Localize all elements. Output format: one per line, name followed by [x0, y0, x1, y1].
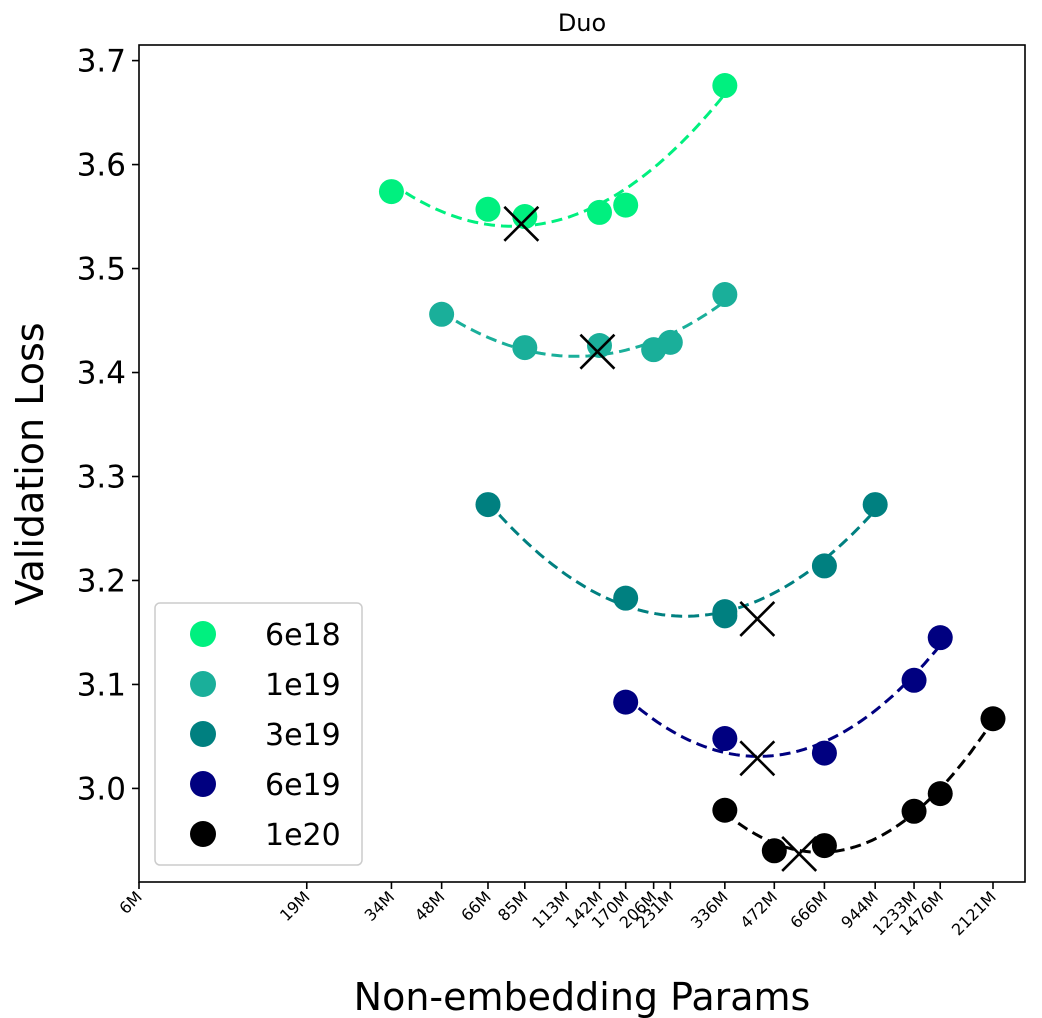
data-point-3e19 [811, 553, 837, 579]
legend-marker-6e18 [190, 621, 216, 647]
fit-curve-1e20 [723, 719, 995, 854]
data-point-6e18 [475, 196, 501, 222]
data-point-1e20 [927, 781, 953, 807]
legend-marker-6e19 [190, 771, 216, 797]
data-point-1e19 [512, 335, 538, 361]
data-point-3e19 [613, 585, 639, 611]
data-point-6e18 [512, 204, 538, 230]
data-point-6e19 [712, 726, 738, 752]
data-point-1e20 [901, 798, 927, 824]
legend: 6e18 1e19 3e19 6e19 1e20 [154, 602, 363, 866]
y-tick-label: 3.3 [77, 459, 126, 495]
optimum-marker-3e19 [739, 601, 776, 637]
data-point-3e19 [712, 599, 738, 625]
optimum-marker-1e19 [579, 333, 616, 370]
data-point-1e20 [811, 833, 837, 859]
x-tick-label: 48M [411, 887, 449, 925]
optimum-marker-6e19 [739, 740, 776, 777]
data-point-6e18 [586, 199, 612, 225]
data-point-1e19 [429, 301, 455, 327]
x-tick-label: 85M [494, 887, 532, 925]
x-tick-label: 19M [276, 887, 314, 925]
x-tick-label: 6M [115, 887, 145, 917]
y-tick-label: 3.7 [77, 44, 126, 80]
x-axis-label: Non-embedding Params [354, 975, 811, 1018]
data-point-1e19 [657, 329, 683, 355]
x-tick-label: 2121M [948, 887, 1000, 939]
fit-curve-1e19 [440, 300, 726, 358]
optimum-marker-6e18 [503, 205, 540, 242]
fit-curve-6e18 [390, 93, 726, 228]
optimum-marker-1e20 [781, 836, 818, 872]
chart-title: Duo [558, 9, 606, 37]
legend-label-6e19: 6e19 [265, 768, 341, 803]
legend-marker-1e20 [190, 821, 216, 847]
data-point-6e19 [927, 625, 953, 651]
data-point-1e19 [586, 332, 612, 358]
legend-label-1e19: 1e19 [265, 668, 341, 703]
y-tick-label: 3.2 [77, 563, 126, 599]
x-tick-label: 66M [457, 887, 495, 925]
legend-frame [154, 602, 363, 866]
y-tick-label: 3.4 [77, 356, 126, 392]
data-point-6e19 [901, 667, 927, 693]
data-point-6e18 [378, 179, 404, 205]
data-points [378, 73, 1006, 864]
y-tick-label: 3.1 [77, 667, 126, 703]
y-tick-label: 3.0 [77, 771, 126, 807]
legend-label-3e19: 3e19 [265, 718, 341, 753]
x-tick-label: 666M [786, 887, 831, 932]
legend-marker-3e19 [190, 721, 216, 747]
data-point-1e20 [712, 797, 738, 823]
y-axis-label: Validation Loss [8, 322, 52, 605]
x-tick-label: 34M [361, 887, 399, 925]
x-tick-label: 472M [736, 887, 781, 932]
x-tick-label: 336M [687, 887, 732, 932]
data-point-3e19 [862, 492, 888, 518]
data-point-6e18 [613, 192, 639, 218]
data-point-1e20 [980, 706, 1006, 732]
data-point-1e19 [712, 282, 738, 308]
fit-curve-6e19 [624, 644, 942, 758]
legend-marker-1e19 [190, 671, 216, 697]
legend-label-6e18: 6e18 [265, 618, 341, 653]
optimum-markers [503, 205, 818, 872]
data-point-3e19 [475, 492, 501, 518]
data-point-6e19 [613, 689, 639, 715]
plot-frame [138, 44, 1026, 883]
data-point-6e18 [712, 73, 738, 99]
legend-label-1e20: 1e20 [265, 818, 341, 853]
fit-curve-3e19 [486, 501, 877, 618]
data-point-6e19 [811, 740, 837, 766]
y-axis: 3.0 3.1 3.2 3.3 3.4 3.5 3.6 3.7 [77, 44, 139, 807]
y-tick-label: 3.5 [77, 252, 126, 288]
y-tick-label: 3.6 [77, 148, 126, 184]
x-tick-label: 113M [528, 887, 573, 932]
data-point-1e20 [761, 838, 787, 864]
